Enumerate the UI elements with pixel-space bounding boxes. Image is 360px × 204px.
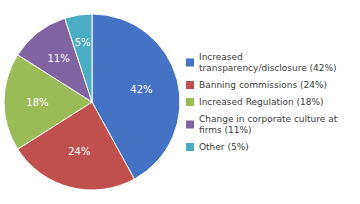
legend-item: Increased Regulation (18%) bbox=[186, 97, 324, 107]
legend-label-line: Change in corporate culture at bbox=[199, 114, 338, 124]
legend-swatch bbox=[186, 59, 194, 67]
data-label: 5% bbox=[75, 37, 91, 48]
legend-label: Banning commissions (24%) bbox=[199, 80, 327, 90]
legend-swatch bbox=[186, 143, 194, 151]
legend-label: Change in corporate culture atfirms (11%… bbox=[199, 114, 338, 135]
legend-item: Other (5%) bbox=[186, 142, 249, 152]
data-label: 24% bbox=[68, 146, 90, 157]
legend-label: Increasedtransparency/disclosure (42%) bbox=[199, 52, 337, 73]
legend-item: Banning commissions (24%) bbox=[186, 80, 327, 90]
legend-item: Increasedtransparency/disclosure (42%) bbox=[186, 52, 337, 73]
legend-label-line: transparency/disclosure (42%) bbox=[199, 63, 337, 73]
legend-swatch bbox=[186, 98, 194, 106]
legend-label-line: Other (5%) bbox=[199, 142, 249, 152]
data-labels: 42% 24% 18% 11% 5% bbox=[26, 37, 152, 157]
data-label: 11% bbox=[47, 53, 69, 64]
legend-swatch bbox=[186, 81, 194, 89]
data-label: 18% bbox=[26, 97, 48, 108]
pie bbox=[4, 14, 180, 190]
data-label: 42% bbox=[130, 84, 152, 95]
legend-label-line: firms (11%) bbox=[199, 125, 252, 135]
legend-label-line: Banning commissions (24%) bbox=[199, 80, 327, 90]
legend-label: Increased Regulation (18%) bbox=[199, 97, 324, 107]
legend: Increasedtransparency/disclosure (42%) Ba… bbox=[186, 52, 338, 152]
legend-item: Change in corporate culture atfirms (11%… bbox=[186, 114, 338, 135]
legend-label-line: Increased Regulation (18%) bbox=[199, 97, 324, 107]
chart: 42% 24% 18% 11% 5% Increasedtransparency/disc… bbox=[0, 0, 360, 204]
legend-label: Other (5%) bbox=[199, 142, 249, 152]
legend-swatch bbox=[186, 121, 194, 129]
legend-label-line: Increased bbox=[199, 52, 243, 62]
